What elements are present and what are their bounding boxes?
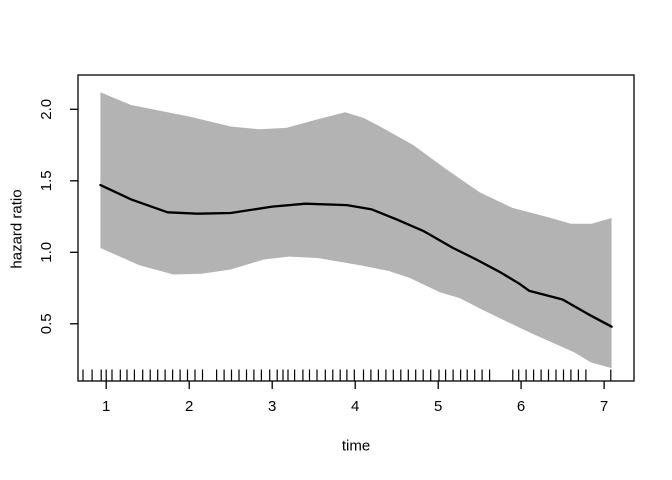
x-tick-label: 3 bbox=[268, 398, 276, 415]
y-axis-title: hazard ratio bbox=[8, 189, 26, 269]
x-tick-label: 6 bbox=[517, 398, 525, 415]
hazard-ratio-curve bbox=[99, 183, 613, 328]
x-tick-label: 7 bbox=[600, 398, 608, 415]
x-tick-label: 4 bbox=[351, 398, 359, 415]
x-tick-label: 5 bbox=[434, 398, 442, 415]
x-axis-title: time bbox=[341, 437, 371, 455]
x-tick-label: 2 bbox=[185, 398, 193, 415]
y-tick-label: 0.5 bbox=[38, 313, 55, 334]
plot-frame bbox=[77, 74, 635, 382]
x-tick-label: 1 bbox=[102, 398, 110, 415]
y-tick-label: 2.0 bbox=[38, 99, 55, 120]
y-tick-label: 1.5 bbox=[38, 170, 55, 191]
confidence-band bbox=[100, 92, 612, 369]
y-tick-label: 1.0 bbox=[38, 242, 55, 263]
